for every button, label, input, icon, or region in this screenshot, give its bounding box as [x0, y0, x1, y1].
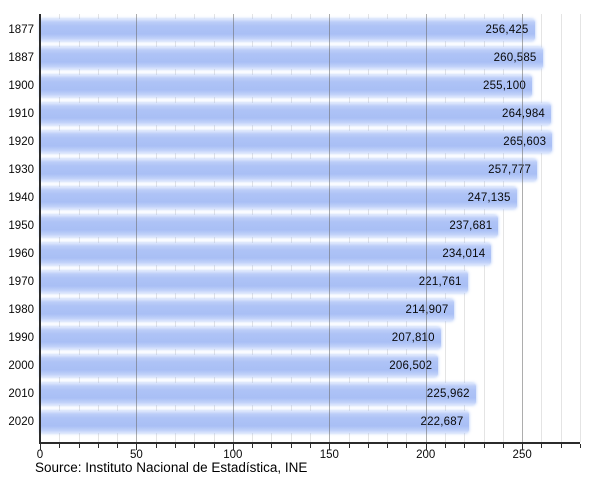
y-axis-label: 1940 [8, 192, 34, 204]
bar: 265,603 [40, 131, 553, 153]
y-axis-label: 1920 [8, 136, 34, 148]
bar-value-label: 214,907 [405, 304, 449, 316]
bar-value-label: 265,603 [503, 136, 547, 148]
bar-value-label: 207,810 [391, 332, 435, 344]
x-axis-tick-label: 100 [223, 449, 243, 461]
bar: 225,962 [40, 383, 476, 405]
x-axis-minor-tick [175, 444, 176, 448]
x-axis-minor-tick [502, 444, 504, 448]
gridline-minor [502, 14, 504, 442]
bar-value-label: 237,681 [449, 220, 493, 232]
y-axis-label: 1980 [8, 304, 34, 316]
bar: 214,907 [40, 299, 455, 321]
x-axis-minor-tick [560, 444, 562, 448]
y-axis-label: 2000 [8, 360, 34, 372]
x-axis-minor-tick [445, 444, 446, 448]
bar-value-label: 247,135 [467, 192, 511, 204]
y-axis-label: 1887 [8, 52, 34, 64]
y-axis-label: 1950 [8, 220, 34, 232]
x-axis-major-tick [522, 444, 524, 450]
gridline-major [425, 14, 427, 442]
bar-value-label: 222,687 [420, 416, 464, 428]
bar-value-label: 221,761 [418, 276, 462, 288]
y-axis-label: 1910 [8, 108, 34, 120]
gridline-major [522, 14, 524, 442]
y-axis-label: 1900 [8, 80, 34, 92]
gridline-minor [560, 14, 562, 442]
bar: 207,810 [40, 327, 441, 349]
x-axis-tick-label: 50 [130, 449, 143, 461]
y-axis-label: 2020 [8, 416, 34, 428]
x-axis-minor-tick [252, 444, 254, 448]
x-axis-major-tick [136, 444, 138, 450]
x-axis-minor-tick [117, 444, 119, 448]
bar-value-label: 256,425 [485, 24, 529, 36]
bar-value-label: 206,502 [389, 360, 433, 372]
bar: 234,014 [40, 243, 492, 265]
source-caption: Source: Instituto Nacional de Estadístic… [35, 460, 308, 475]
x-axis-minor-tick [483, 444, 485, 448]
x-axis-minor-tick [194, 444, 196, 448]
gridline-major [136, 14, 138, 442]
bar: 206,502 [40, 355, 439, 377]
x-axis-minor-tick [78, 444, 80, 448]
x-axis-minor-tick [97, 444, 99, 448]
x-axis-minor-tick [213, 444, 215, 448]
bar-value-label: 225,962 [426, 388, 470, 400]
bar: 256,425 [40, 19, 535, 41]
x-axis-tick-label: 200 [416, 449, 436, 461]
x-axis-major-tick [329, 444, 331, 450]
y-axis-label: 1960 [8, 248, 34, 260]
gridline-minor [580, 14, 581, 442]
bar-value-label: 260,585 [493, 52, 537, 64]
y-axis-label: 1930 [8, 164, 34, 176]
x-axis-major-tick [40, 444, 41, 450]
x-axis-minor-tick [464, 444, 466, 448]
gridline-major [232, 14, 234, 442]
x-axis-tick-label: 250 [512, 449, 532, 461]
x-axis-minor-tick [271, 444, 273, 448]
x-axis-tick-label: 150 [319, 449, 339, 461]
bar-value-label: 264,984 [502, 108, 546, 120]
x-axis-minor-tick [155, 444, 157, 448]
x-axis-major-tick [425, 444, 427, 450]
bar-value-label: 255,100 [482, 80, 526, 92]
bar: 221,761 [40, 271, 468, 293]
x-axis-minor-tick [310, 444, 311, 448]
y-axis [39, 14, 41, 444]
x-axis-minor-tick [367, 444, 369, 448]
bar: 247,135 [40, 187, 517, 209]
gridline-major [329, 14, 331, 442]
x-axis-minor-tick [541, 444, 543, 448]
x-axis [39, 442, 580, 444]
x-axis-minor-tick [406, 444, 408, 448]
x-axis-minor-tick [387, 444, 389, 448]
plot-area: 256,425 260,585 255,100 264,984 265,603 257,7… [40, 14, 581, 442]
bar-value-label: 257,777 [488, 164, 532, 176]
x-axis-minor-tick [290, 444, 292, 448]
gridline-minor [541, 14, 543, 442]
bar: 257,777 [40, 159, 538, 181]
y-axis-label: 2010 [8, 388, 34, 400]
y-axis-label: 1877 [8, 24, 34, 36]
bar: 237,681 [40, 215, 499, 237]
y-axis-label: 1970 [8, 276, 34, 288]
x-axis-minor-tick [348, 444, 350, 448]
bar: 264,984 [40, 103, 552, 125]
bar-value-label: 234,014 [442, 248, 486, 260]
y-axis-label: 1990 [8, 332, 34, 344]
bar: 222,687 [40, 411, 470, 433]
x-axis-minor-tick [59, 444, 61, 448]
x-axis-tick-label: 0 [36, 449, 44, 461]
x-axis-minor-tick [580, 444, 581, 448]
bar: 255,100 [40, 75, 532, 97]
bar: 260,585 [40, 47, 543, 69]
x-axis-major-tick [232, 444, 234, 450]
